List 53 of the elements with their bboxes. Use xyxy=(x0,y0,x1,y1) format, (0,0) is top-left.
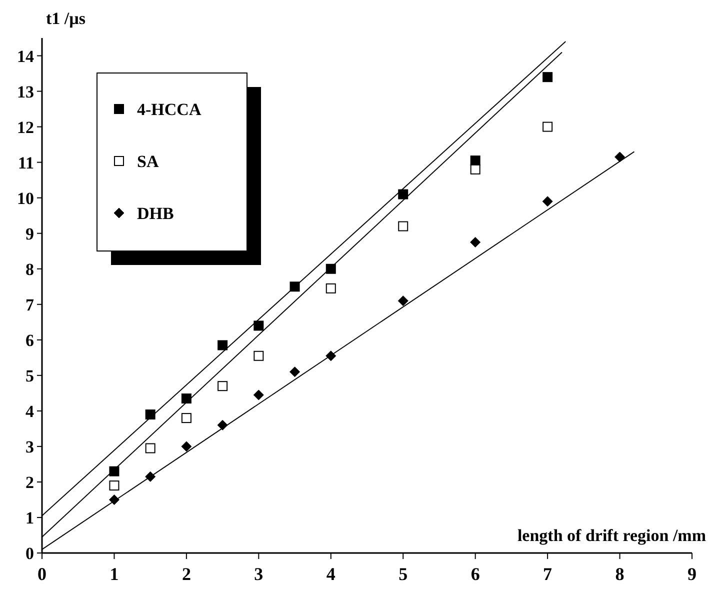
point xyxy=(181,394,192,404)
point xyxy=(398,221,408,232)
point xyxy=(254,350,264,361)
point xyxy=(109,480,120,491)
x-tick-label: 8 xyxy=(615,564,624,584)
point xyxy=(218,340,228,350)
x-tick-label: 6 xyxy=(470,564,480,584)
point xyxy=(217,420,228,430)
point xyxy=(145,443,156,454)
y-tick-label: 10 xyxy=(17,188,34,208)
y-tick-label: 12 xyxy=(17,118,34,137)
x-tick-label: 9 xyxy=(688,564,696,584)
y-tick-label: 4 xyxy=(26,402,34,421)
x-tick-label: 2 xyxy=(182,564,191,584)
point xyxy=(614,152,626,162)
y-tick-label: 13 xyxy=(17,82,34,102)
point xyxy=(470,164,480,174)
legend-label: 4-HCCA xyxy=(137,100,202,119)
point xyxy=(218,381,228,392)
point xyxy=(253,390,264,400)
x-tick-label: 7 xyxy=(543,564,552,584)
point xyxy=(181,441,192,452)
x-axis-title: length of drift region /mm xyxy=(517,526,706,545)
point xyxy=(254,320,264,331)
point xyxy=(145,409,156,420)
y-tick-label: 3 xyxy=(26,437,34,456)
point xyxy=(398,296,408,306)
point xyxy=(290,366,300,378)
point xyxy=(470,236,481,248)
y-tick-label: 2 xyxy=(26,472,34,492)
y-tick-label: 14 xyxy=(17,46,34,66)
y-tick-label: 5 xyxy=(26,366,34,386)
y-tick-label: 7 xyxy=(26,295,34,314)
point xyxy=(181,413,192,424)
x-tick-label: 5 xyxy=(398,564,408,584)
legend-label: SA xyxy=(137,152,160,171)
y-tick-label: 6 xyxy=(26,330,34,350)
y-tick-label: 0 xyxy=(26,544,34,563)
x-tick-label: 4 xyxy=(326,564,336,584)
y-tick-label: 11 xyxy=(18,153,34,172)
y-tick-label: 9 xyxy=(26,224,34,244)
point xyxy=(542,196,553,207)
point xyxy=(398,189,408,200)
point xyxy=(326,283,336,294)
x-tick-label: 3 xyxy=(254,564,264,584)
point xyxy=(542,72,553,82)
y-tick-label: 8 xyxy=(26,260,34,279)
y-axis-title: t1 /µs xyxy=(46,9,86,28)
point xyxy=(470,156,480,166)
x-tick-label: 1 xyxy=(110,564,119,584)
point xyxy=(542,122,553,132)
legend-label: DHB xyxy=(137,204,174,223)
y-tick-label: 1 xyxy=(26,508,34,528)
